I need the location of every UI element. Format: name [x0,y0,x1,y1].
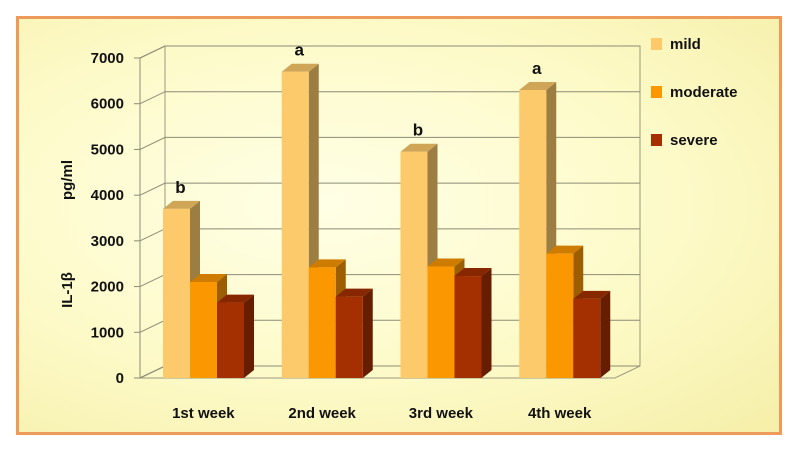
bar-front [546,253,574,378]
bar-front [163,208,190,378]
x-category-label: 2nd week [288,405,356,422]
y-tick-label: 4000 [91,187,124,204]
legend-item-mild: mild [651,36,701,53]
legend-swatch [651,134,662,146]
significance-label: a [532,59,542,78]
gridline [139,45,640,59]
bar-top [281,63,319,72]
gridline [139,136,640,150]
bar-severe-4 [573,290,611,378]
bar-top [400,143,438,152]
bar-front [400,151,428,378]
significance-label: b [175,178,185,197]
bar-top [335,288,373,297]
y-axis-label-line2: pg/ml [59,160,76,200]
bar-top [454,268,492,277]
bar-side [600,290,611,378]
bar-top [519,82,557,90]
bar-side [244,294,254,378]
gridline [139,91,640,105]
y-tick-label: 1000 [91,324,124,341]
bar-front [519,90,547,378]
x-category-labels: 1st week 2nd week 3rd week 4th week [172,405,592,422]
bar-front [190,282,217,378]
y-tick-label: 6000 [91,96,124,113]
bar-annotations: b a b a [175,41,542,197]
bar-front [573,298,601,378]
bar-front [308,267,336,378]
bar-severe-3 [454,268,492,378]
bar-side [481,268,492,378]
legend-swatch [651,38,662,50]
legend-item-moderate: moderate [651,84,738,101]
bars [163,63,611,378]
x-category-label: 1st week [172,405,235,422]
bar-top [190,274,227,282]
bar-front [427,266,455,378]
bar-top [546,245,584,254]
y-tick-labels: 0 1000 2000 3000 4000 5000 6000 7000 [91,50,124,387]
significance-label: a [295,41,305,60]
y-tick-label: 0 [116,370,124,387]
y-tick-label: 7000 [91,50,124,67]
side-wall [139,45,166,379]
legend: mild moderate severe [651,36,738,149]
x-category-label: 3rd week [409,405,474,422]
bar-top [427,258,465,267]
legend-label: mild [670,36,701,53]
bar-front [281,71,309,378]
legend-label: severe [670,132,718,149]
gridline [139,228,640,242]
significance-label: b [413,121,423,140]
bar-front [217,302,244,378]
bar-severe-2 [335,288,373,378]
bar-side [362,288,373,378]
bar-top [217,294,254,303]
legend-item-severe: severe [651,132,718,149]
bar-severe-1 [217,294,254,378]
legend-label: moderate [670,84,738,101]
x-category-label: 4th week [528,405,592,422]
chart-frame [16,16,782,435]
y-tick-label: 2000 [91,279,124,296]
y-tick-label: 5000 [91,141,124,158]
bar-top [163,200,200,209]
bar-top [308,259,346,268]
y-tick-label: 3000 [91,233,124,250]
bar-front [335,296,363,378]
legend-swatch [651,86,662,98]
gridline [139,182,640,196]
bar-front [454,276,482,378]
bar-top [573,290,611,299]
y-axis-label-line1: IL-1β [59,272,76,308]
